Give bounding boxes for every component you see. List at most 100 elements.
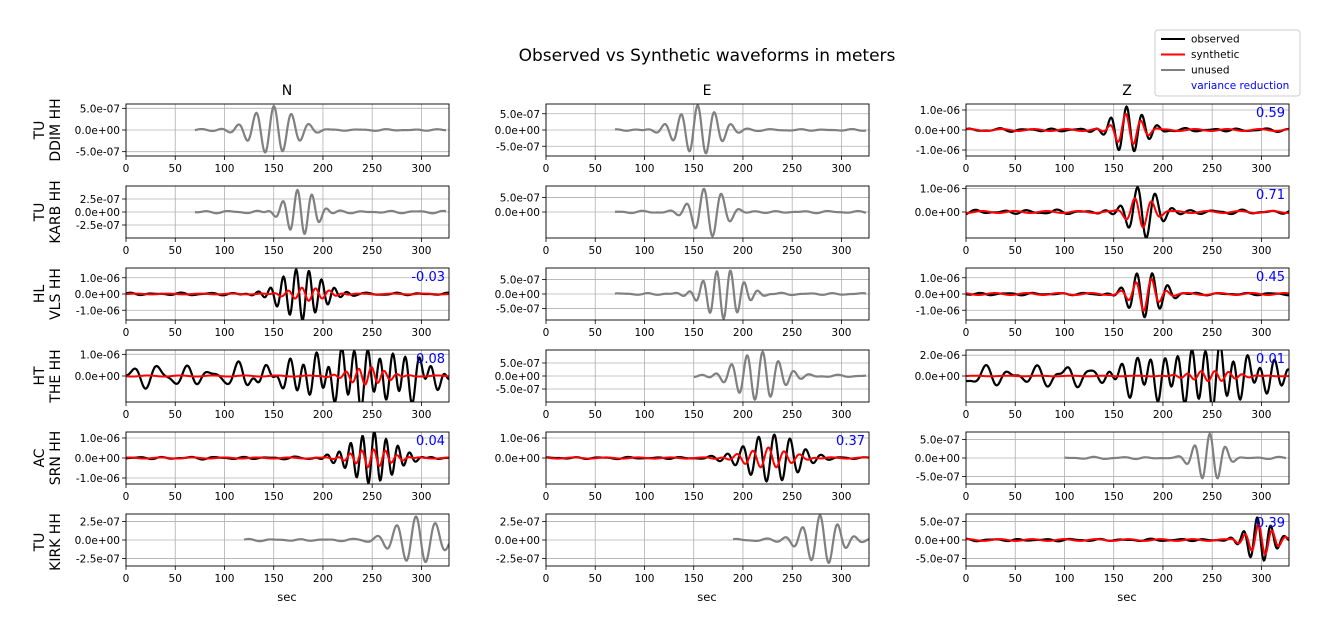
column-title-e: E <box>703 83 712 99</box>
x-tick-label: 100 <box>1054 491 1074 503</box>
y-tick-label: 5.0e-07 <box>80 103 120 115</box>
unused-trace <box>732 514 869 565</box>
x-tick-label: 250 <box>1202 573 1222 585</box>
synthetic-trace <box>126 366 449 386</box>
x-tick-label: 50 <box>1009 245 1022 257</box>
column-title-z: Z <box>1122 83 1132 99</box>
x-tick-label: 300 <box>831 409 851 421</box>
x-tick-label: 200 <box>1153 491 1173 503</box>
x-tick-label: 200 <box>1153 163 1173 175</box>
x-tick-label: 100 <box>634 491 654 503</box>
unused-trace <box>1064 432 1287 480</box>
y-tick-label: 0.0e+00 <box>75 207 120 219</box>
y-tick-label: 0.0e+00 <box>75 535 120 547</box>
x-tick-label: 0 <box>123 163 130 175</box>
y-tick-label: -2.5e-07 <box>496 554 540 566</box>
y-tick-label: 1.0e-06 <box>920 105 961 117</box>
x-tick-label: 200 <box>733 163 753 175</box>
variance-reduction-value: 0.39 <box>1256 516 1285 531</box>
panel-5-2: 0 50 100 150 200 250 300 5.0e-07 0.0e+00 -5.0e-07… <box>915 513 1290 585</box>
y-tick-label: -2.5e-07 <box>76 220 120 232</box>
x-tick-label: 0 <box>123 245 130 257</box>
x-tick-label: 100 <box>1054 245 1074 257</box>
panel-3-1: 0 50 100 150 200 250 300 5.0e-070.0e+00-5.0e-07 <box>495 349 870 421</box>
x-tick-label: 50 <box>169 163 182 175</box>
y-tick-label: 5.0e-07 <box>500 193 540 205</box>
x-tick-label: 0 <box>123 573 130 585</box>
x-tick-label: 100 <box>214 573 234 585</box>
x-tick-label: 50 <box>1009 491 1022 503</box>
synthetic-trace <box>546 446 869 469</box>
x-tick-label: 50 <box>589 409 602 421</box>
x-tick-label: 100 <box>634 573 654 585</box>
y-tick-label: 5.0e-07 <box>500 109 540 121</box>
x-tick-label: 50 <box>589 163 602 175</box>
x-tick-label: 0 <box>543 491 550 503</box>
x-tick-label: 250 <box>782 409 802 421</box>
panel-0-2: 0 50 100 150 200 250 300 1.0e-06 0.0e+00 -1.0e-06… <box>915 103 1290 175</box>
x-tick-label: 250 <box>362 573 382 585</box>
row-labels: TU DDIM HH TU KARB HH HL VLS HH HT THE H… <box>32 98 64 571</box>
x-tick-label: 0 <box>963 409 970 421</box>
x-tick-label: 200 <box>313 163 333 175</box>
x-tick-label: 50 <box>1009 409 1022 421</box>
panel-2-1: 0 50 100 150 200 250 300 5.0e-07 0.0e+00 -5.0e-07 <box>495 267 870 339</box>
x-tick-label: 300 <box>411 163 431 175</box>
x-tick-label: 200 <box>1153 245 1173 257</box>
row-label-2: HL VLS HH <box>32 268 64 320</box>
legend: observed synthetic unused variance reductio… <box>1154 29 1301 97</box>
synthetic-trace <box>966 197 1289 229</box>
legend-label: unused <box>1191 65 1230 77</box>
y-tick-label: 0.0e+00 <box>495 535 540 547</box>
x-tick-label: 0 <box>543 327 550 339</box>
x-tick-label: 200 <box>313 409 333 421</box>
row-label-0: TU DDIM HH <box>32 98 64 161</box>
x-tick-label: 100 <box>214 491 234 503</box>
x-tick-label: 300 <box>1251 163 1271 175</box>
row-label-network: AC <box>32 448 48 467</box>
x-tick-label: 250 <box>1202 327 1222 339</box>
y-tick-label: -5.0e-07 <box>496 303 540 315</box>
x-tick-label: 200 <box>733 409 753 421</box>
variance-reduction-value: -0.03 <box>411 270 445 285</box>
variance-reduction-value: 0.45 <box>1256 270 1285 285</box>
y-tick-label: 0.0e+00 <box>75 453 120 465</box>
x-tick-label: 150 <box>684 573 704 585</box>
unused-trace <box>194 105 447 154</box>
x-tick-label: 50 <box>169 245 182 257</box>
y-tick-label: 0.0e+00 <box>915 125 960 137</box>
x-tick-label: 100 <box>214 327 234 339</box>
y-tick-label: 0.0e+00 <box>915 371 960 383</box>
x-tick-label: 300 <box>1251 409 1271 421</box>
x-tick-label: 200 <box>1153 327 1173 339</box>
x-tick-label: 300 <box>411 573 431 585</box>
x-tick-label: 100 <box>214 245 234 257</box>
x-tick-label: 100 <box>1054 327 1074 339</box>
x-tick-label: 50 <box>589 491 602 503</box>
panel-0-0: 0 50 100 150 200 250 300 5.0e-07 0.0e+00 -5.0e-07 <box>75 103 450 175</box>
x-tick-label: 250 <box>782 491 802 503</box>
x-axis-labels: sec sec sec <box>277 590 1136 604</box>
x-tick-label: 300 <box>411 245 431 257</box>
y-tick-label: 1.0e-06 <box>80 273 121 285</box>
unused-trace <box>614 187 867 238</box>
observed-trace <box>966 105 1289 153</box>
synthetic-trace <box>966 112 1289 146</box>
panel-4-0: 0 50 100 150 200 250 300 1.0e-06 0.0e+00 -1.0e-06… <box>75 431 450 503</box>
unused-trace <box>243 515 449 564</box>
legend-box <box>1154 29 1301 97</box>
x-tick-label: 200 <box>733 573 753 585</box>
variance-reduction-value: 0.71 <box>1256 188 1285 203</box>
y-tick-label: 0.0e+00 <box>75 125 120 137</box>
x-tick-label: 0 <box>963 491 970 503</box>
x-tick-label: 100 <box>634 163 654 175</box>
synthetic-trace <box>966 523 1289 556</box>
x-tick-label: 0 <box>543 245 550 257</box>
x-tick-label: 150 <box>1104 327 1124 339</box>
x-tick-label: 150 <box>684 163 704 175</box>
x-tick-label: 250 <box>362 163 382 175</box>
row-label-station: SRN HH <box>48 431 64 486</box>
x-tick-label: 0 <box>123 409 130 421</box>
x-tick-label: 100 <box>634 245 654 257</box>
y-tick-label: -5.0e-07 <box>916 472 960 484</box>
